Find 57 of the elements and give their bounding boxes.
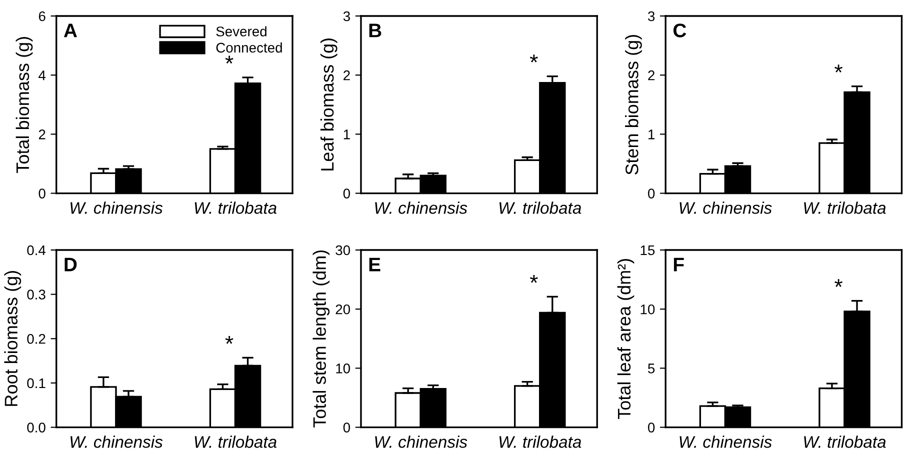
x-tick-label: W. chinensis: [375, 202, 468, 214]
y-axis-title: Root biomass (g): [4, 271, 22, 406]
annotation: C: [673, 24, 686, 38]
x-tick-label: W. trilobata: [194, 436, 277, 448]
x-tick-label: W. chinensis: [70, 202, 163, 214]
y-tick-label: 3: [648, 11, 655, 22]
annotation: *: [225, 56, 234, 64]
y-tick-label: 0: [648, 188, 655, 198]
x-tick-label: W. chinensis: [680, 202, 772, 214]
annotation: *: [530, 54, 538, 62]
y-tick-label: 2: [648, 70, 654, 80]
y-tick-label: 30: [336, 245, 350, 256]
y-tick-label: 15: [640, 245, 655, 256]
annotation: *: [834, 64, 842, 72]
y-tick-label: 2: [344, 70, 350, 80]
x-tick-label: W. trilobata: [499, 202, 582, 214]
y-tick-label: 0.2: [27, 334, 46, 344]
x-tick-label: W. chinensis: [375, 436, 468, 448]
y-tick-label: 2: [38, 130, 46, 140]
y-tick-label: 0.0: [27, 422, 46, 432]
annotation: *: [225, 336, 234, 344]
annotation: A: [64, 24, 77, 38]
y-tick-label: 0.4: [27, 245, 46, 256]
y-tick-label: 0: [38, 188, 46, 198]
y-tick-label: 6: [38, 11, 46, 22]
annotation: F: [674, 258, 684, 272]
x-tick-label: W. chinensis: [680, 436, 772, 448]
x-tick-label: W. trilobata: [804, 436, 886, 448]
y-tick-label: 10: [336, 364, 350, 374]
y-axis-title: Stem biomass (g): [625, 35, 642, 175]
x-tick-label: W. trilobata: [804, 202, 886, 214]
y-axis-title: Total biomass (g): [16, 37, 33, 173]
y-axis-title: Total leaf area (dm²): [617, 258, 634, 420]
y-tick-label: 1: [344, 130, 350, 140]
annotation: *: [834, 279, 842, 287]
legend-label: Severed: [216, 26, 266, 36]
annotation: D: [64, 258, 77, 272]
y-tick-label: 1: [648, 130, 654, 140]
x-tick-label: W. trilobata: [194, 202, 277, 214]
y-tick-label: 5: [648, 364, 655, 374]
annotation: *: [530, 275, 538, 283]
y-tick-label: 10: [640, 304, 655, 314]
y-tick-label: 4: [38, 70, 46, 80]
y-axis-title: Leaf biomass (g): [320, 38, 338, 170]
x-tick-label: W. chinensis: [70, 436, 163, 448]
annotation: E: [369, 258, 380, 272]
y-axis-title: Total stem length (dm): [312, 250, 330, 428]
annotation: B: [369, 24, 382, 38]
y-tick-label: 0: [343, 422, 350, 432]
y-tick-label: 20: [336, 304, 350, 314]
y-tick-label: 0: [648, 422, 655, 432]
y-tick-label: 0: [343, 188, 350, 198]
legend-label: Connected: [216, 42, 282, 53]
y-tick-label: 0.3: [27, 290, 46, 300]
y-tick-label: 3: [343, 11, 350, 22]
y-tick-label: 0.1: [27, 378, 46, 388]
x-tick-label: W. trilobata: [499, 436, 582, 448]
